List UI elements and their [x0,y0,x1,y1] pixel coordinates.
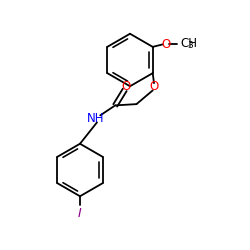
Text: I: I [78,207,82,220]
Text: CH: CH [180,36,197,50]
Text: O: O [161,38,170,51]
Text: O: O [121,80,130,93]
Text: O: O [149,80,158,92]
Text: 3: 3 [188,41,193,50]
Text: NH: NH [87,112,104,125]
